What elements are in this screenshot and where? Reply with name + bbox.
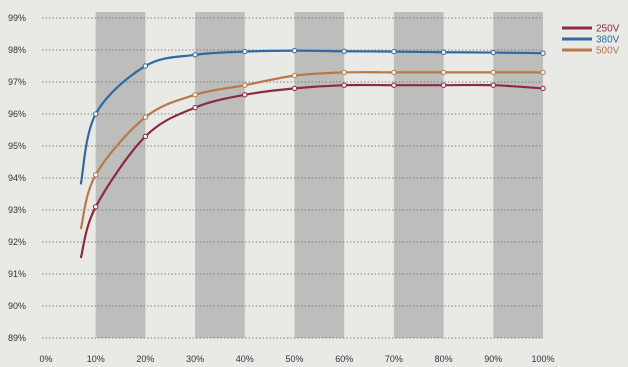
shaded-band-3: [294, 12, 345, 338]
data-point-500V: [490, 69, 496, 76]
data-point-250V: [440, 82, 447, 88]
data-point-250V: [540, 85, 546, 92]
shaded-band-2: [195, 12, 245, 338]
data-point-250V: [291, 85, 298, 92]
y-tick-label: 90%: [8, 301, 26, 311]
y-tick-label: 95%: [8, 141, 26, 151]
data-point-380V: [93, 111, 99, 117]
x-tick-label: 40%: [236, 354, 254, 364]
x-tick-label: 10%: [87, 354, 105, 364]
x-tick-label: 90%: [484, 354, 502, 364]
data-point-500V: [142, 114, 149, 120]
legend-label-250V: 250V: [596, 24, 620, 35]
data-point-500V: [391, 69, 397, 76]
data-point-250V: [93, 204, 99, 210]
y-tick-label: 93%: [8, 205, 26, 215]
y-tick-label: 99%: [8, 13, 26, 23]
data-point-500V: [192, 92, 198, 98]
data-point-380V: [242, 48, 248, 55]
data-point-500V: [242, 82, 248, 88]
legend-label-500V: 500V: [596, 46, 620, 57]
data-point-380V: [440, 49, 447, 55]
y-tick-label: 97%: [8, 77, 26, 87]
data-point-250V: [192, 104, 198, 111]
y-tick-label: 91%: [8, 269, 26, 279]
data-point-380V: [391, 48, 397, 55]
shaded-band-1: [95, 12, 146, 338]
x-tick-label: 0%: [39, 354, 52, 364]
data-point-380V: [540, 50, 546, 56]
data-point-250V: [391, 82, 397, 88]
data-point-250V: [142, 133, 149, 140]
shaded-band-4: [393, 12, 444, 338]
y-tick-label: 89%: [8, 333, 26, 343]
data-point-250V: [490, 82, 496, 88]
data-point-380V: [341, 48, 347, 54]
data-point-380V: [192, 52, 198, 58]
data-point-250V: [341, 82, 347, 88]
x-tick-label: 20%: [136, 354, 154, 364]
y-tick-label: 96%: [8, 109, 26, 119]
data-point-500V: [291, 72, 298, 79]
x-tick-label: 50%: [285, 354, 303, 364]
data-point-500V: [93, 172, 99, 178]
x-tick-label: 80%: [435, 354, 453, 364]
y-tick-label: 92%: [8, 237, 26, 247]
x-tick-label: 100%: [531, 354, 554, 364]
x-tick-label: 70%: [385, 354, 403, 364]
data-point-500V: [341, 69, 347, 76]
data-point-380V: [291, 47, 298, 54]
x-tick-label: 60%: [335, 354, 353, 364]
legend-label-380V: 380V: [596, 35, 620, 46]
shaded-band-5: [493, 12, 543, 338]
y-tick-label: 98%: [8, 45, 26, 55]
data-point-380V: [490, 49, 496, 56]
x-tick-label: 30%: [186, 354, 204, 364]
data-point-500V: [440, 69, 447, 76]
data-point-380V: [142, 63, 149, 69]
y-tick-label: 94%: [8, 173, 26, 183]
data-point-500V: [540, 69, 546, 76]
data-point-250V: [242, 92, 248, 98]
